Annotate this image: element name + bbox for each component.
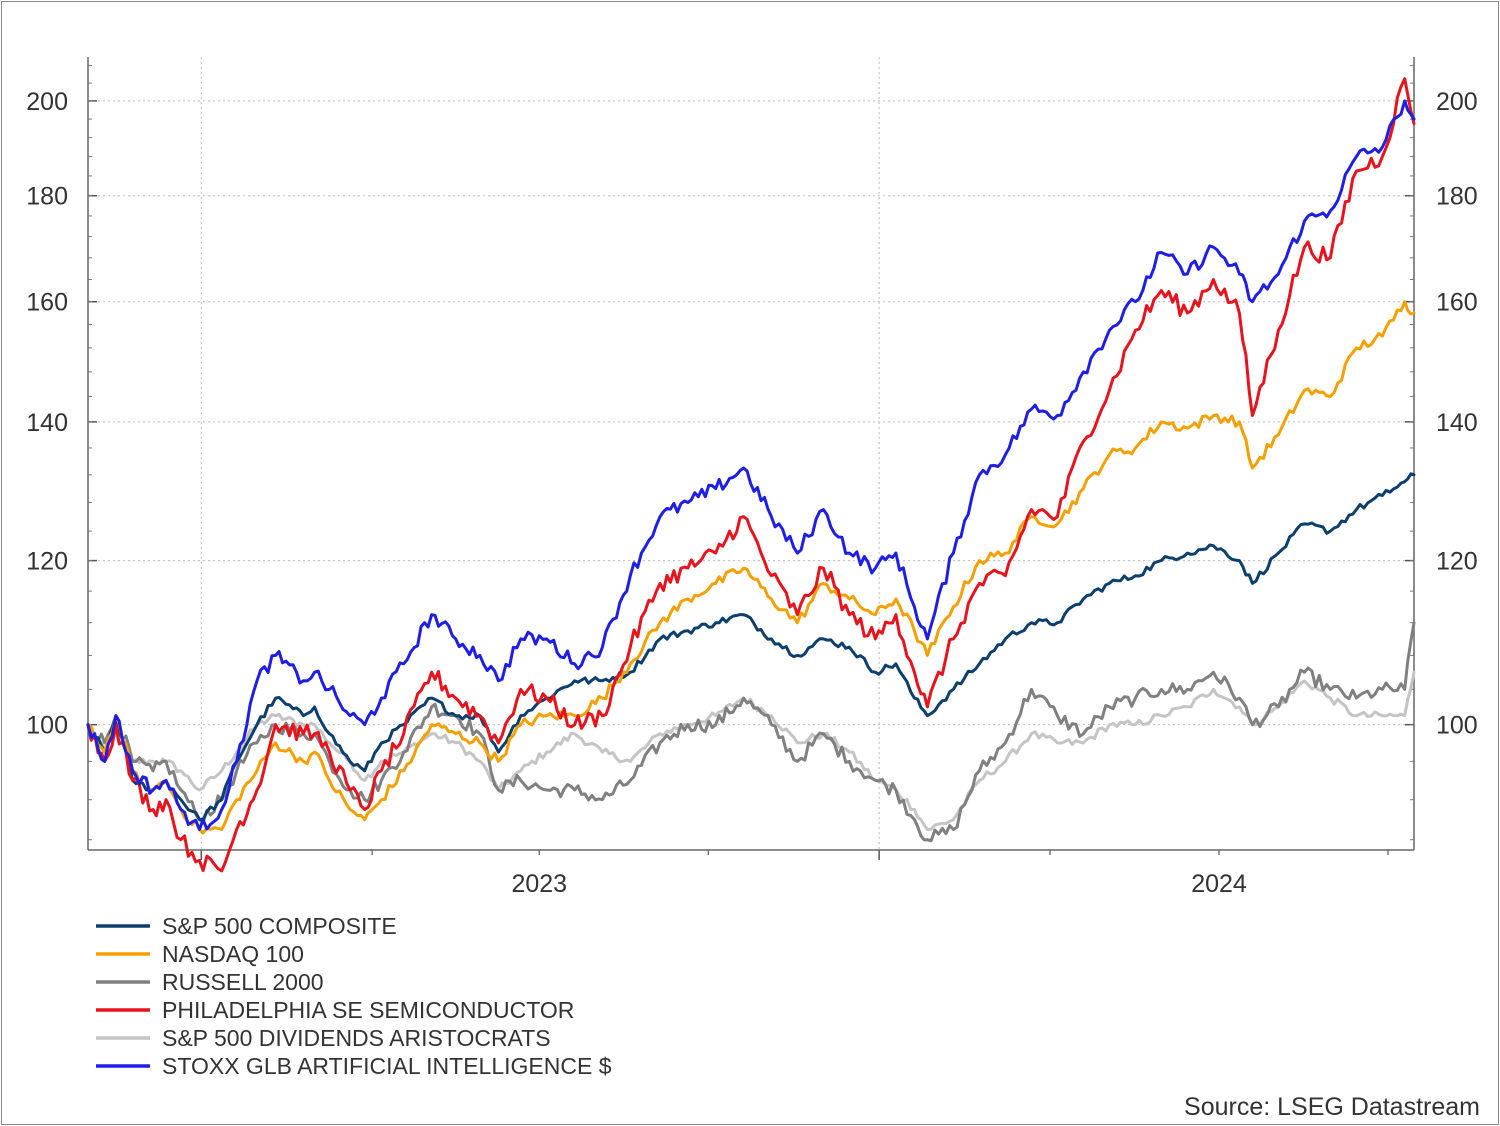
legend-label: S&P 500 COMPOSITE (162, 913, 397, 939)
x-tick-label: 2024 (1191, 870, 1247, 898)
y-tick-label-right: 160 (1436, 289, 1478, 317)
series-line (86, 621, 1416, 843)
y-tick-label-right: 180 (1436, 183, 1478, 211)
legend-label: RUSSELL 2000 (162, 969, 324, 995)
y-tick-label-right: 200 (1436, 88, 1478, 116)
series-line (86, 472, 1416, 821)
legend-label: PHILADELPHIA SE SEMICONDUCTOR (162, 997, 574, 1023)
y-tick-label-right: 120 (1436, 548, 1478, 576)
y-tick-label-right: 140 (1436, 409, 1478, 437)
legend-label: STOXX GLB ARTIFICIAL INTELLIGENCE $ (162, 1053, 612, 1079)
y-tick-label-left: 100 (26, 712, 68, 740)
y-tick-label-left: 120 (26, 548, 68, 576)
legend-label: NASDAQ 100 (162, 941, 304, 967)
legend-label: S&P 500 DIVIDENDS ARISTOCRATS (162, 1025, 551, 1051)
y-tick-label-left: 200 (26, 88, 68, 116)
x-tick-label: 2023 (511, 870, 567, 898)
series-line (86, 99, 1416, 831)
source-note: Source: LSEG Datastream (1184, 1093, 1480, 1121)
y-tick-label-left: 140 (26, 409, 68, 437)
y-tick-label-right: 100 (1436, 712, 1478, 740)
series-line (86, 670, 1416, 831)
series-line (86, 77, 1416, 873)
y-tick-label-left: 160 (26, 289, 68, 317)
y-tick-label-left: 180 (26, 183, 68, 211)
series-line (86, 300, 1416, 835)
